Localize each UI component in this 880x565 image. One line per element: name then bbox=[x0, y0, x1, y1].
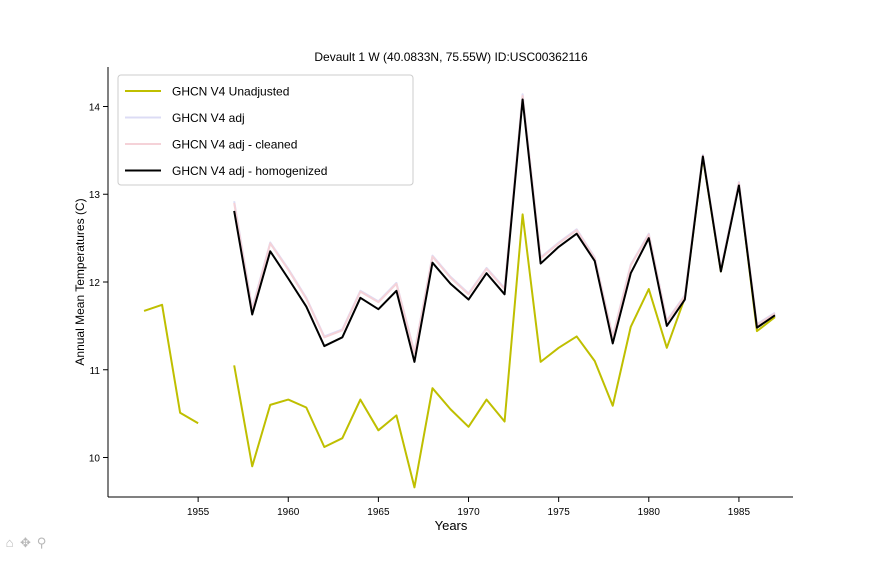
chart-title: Devault 1 W (40.0833N, 75.55W) ID:USC003… bbox=[314, 50, 588, 64]
y-tick-label: 11 bbox=[90, 366, 101, 377]
y-tick-label: 10 bbox=[89, 454, 101, 465]
x-tick-label: 1955 bbox=[187, 507, 210, 518]
series-layer bbox=[143, 93, 776, 489]
x-tick-label: 1970 bbox=[457, 507, 480, 518]
y-tick-label: 13 bbox=[89, 190, 101, 201]
x-tick-label: 1975 bbox=[548, 507, 571, 518]
y-tick-label: 14 bbox=[89, 102, 101, 113]
legend-label: GHCN V4 adj - cleaned bbox=[172, 138, 297, 152]
x-tick-label: 1980 bbox=[638, 507, 661, 518]
home-icon[interactable]: ⌂ bbox=[5, 535, 14, 550]
legend: GHCN V4 Unadjusted GHCN V4 adj GHCN V4 adj… bbox=[117, 74, 414, 186]
axes: 1955 1960 1965 1970 1975 1980 1985 10 11 12 13 14 bbox=[89, 67, 793, 518]
series-line-1 bbox=[143, 156, 776, 489]
legend-label: GHCN V4 adj - homogenized bbox=[172, 164, 327, 178]
toolbar: ⌂ ✥ ⚲ bbox=[2, 535, 49, 550]
y-axis-label: Annual Mean Temperatures (C) bbox=[73, 198, 87, 365]
zoom-icon[interactable]: ⚲ bbox=[36, 535, 47, 550]
x-tick-label: 1965 bbox=[367, 507, 390, 518]
x-tick-label: 1985 bbox=[728, 507, 751, 518]
x-axis-label: Years bbox=[435, 518, 468, 533]
legend-box bbox=[117, 74, 414, 186]
x-tick-label: 1960 bbox=[277, 507, 300, 518]
legend-label: GHCN V4 Unadjusted bbox=[172, 85, 289, 99]
pan-icon[interactable]: ✥ bbox=[20, 535, 31, 550]
series-line-4 bbox=[233, 98, 776, 363]
y-tick-label: 12 bbox=[89, 278, 101, 289]
legend-label: GHCN V4 adj bbox=[172, 111, 245, 125]
